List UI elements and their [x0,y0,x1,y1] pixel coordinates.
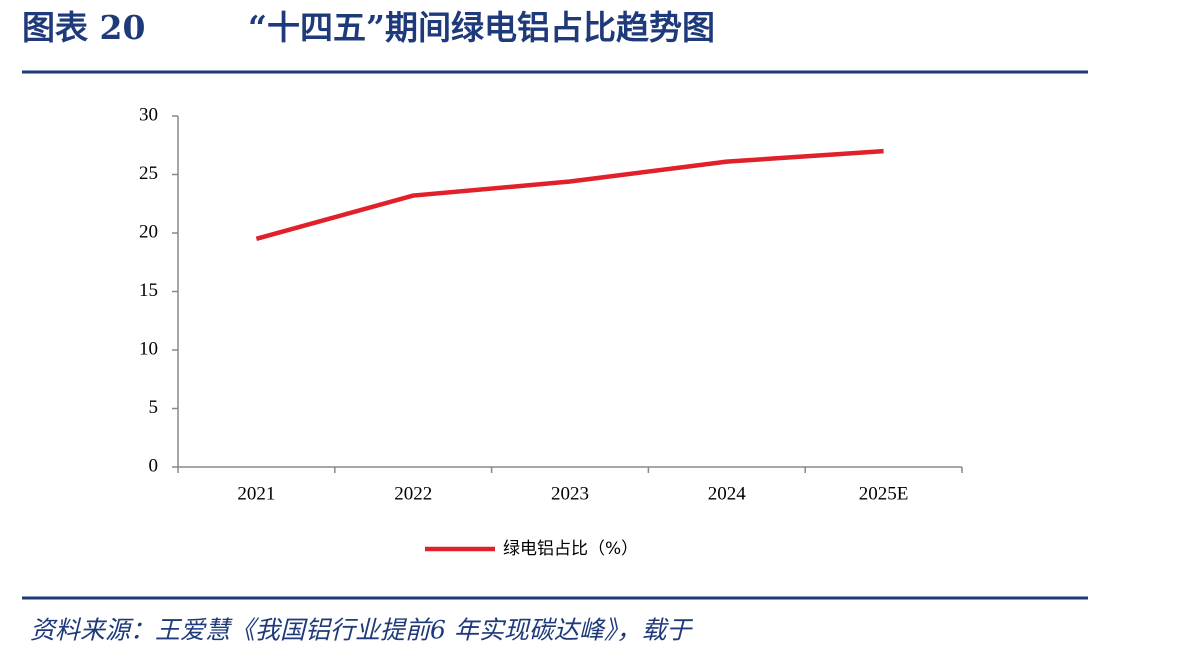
source: 资料来源：王爱慧《我国铝行业提前6 年实现碳达峰》，载于 [30,616,693,645]
y-tick-label: 25 [139,163,158,184]
y-tick-label: 30 [139,104,158,125]
legend-label: 绿电铝占比（%） [503,539,638,559]
figure-label: 图表 20 [22,8,145,47]
y-tick-label: 5 [149,397,159,418]
y-tick-label: 0 [149,455,159,476]
y-tick-label: 15 [139,280,158,301]
chart-title: “十四五”期间绿电铝占比趋势图 [248,8,715,47]
series-line [255,148,884,242]
y-tick-label: 10 [139,338,158,359]
x-tick-label: 2022 [394,483,432,504]
y-tick-label: 20 [139,221,158,242]
x-tick-label: 2023 [551,483,589,504]
x-tick-label: 2024 [708,483,747,504]
x-tick-label: 2021 [237,483,275,504]
x-tick-label: 2025E [859,483,909,504]
